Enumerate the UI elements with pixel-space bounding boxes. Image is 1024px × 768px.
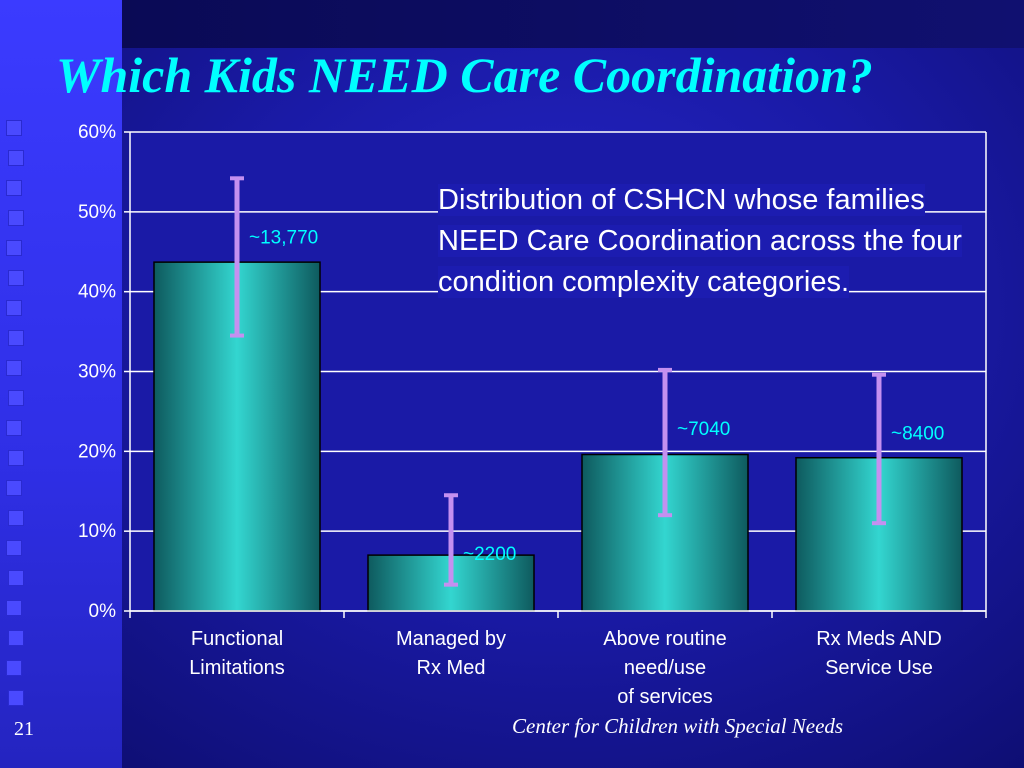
decorative-square — [8, 570, 24, 586]
x-tick-label: need/use — [624, 657, 706, 679]
x-tick-label: Managed by — [396, 628, 506, 650]
slide-title: Which Kids NEED Care Coordination? — [56, 47, 873, 103]
footer-text: Center for Children with Special Needs — [512, 714, 844, 738]
x-tick-label: Service Use — [825, 657, 933, 679]
decorative-square — [6, 540, 22, 556]
chart-description: Distribution of CSHCN whose families NEE… — [430, 180, 991, 303]
page-number: 21 — [14, 718, 34, 740]
x-tick-label: Rx Meds AND — [816, 628, 942, 650]
y-tick-label: 0% — [89, 601, 117, 622]
chart-description-text: Distribution of CSHCN whose families NEE… — [438, 184, 962, 298]
decorative-top-band — [122, 0, 1024, 48]
x-tick-label: of services — [617, 686, 713, 708]
decorative-square — [8, 510, 24, 526]
decorative-square — [6, 300, 22, 316]
data-label: ~13,770 — [249, 227, 318, 248]
decorative-square — [6, 420, 22, 436]
decorative-square — [6, 360, 22, 376]
x-tick-label: Rx Med — [417, 657, 486, 679]
x-tick-label: Functional — [191, 628, 283, 650]
decorative-square — [8, 210, 24, 226]
decorative-square — [8, 270, 24, 286]
decorative-square — [8, 690, 24, 706]
decorative-left-band — [0, 0, 122, 768]
decorative-square — [6, 480, 22, 496]
decorative-square — [8, 390, 24, 406]
y-tick-label: 50% — [78, 202, 116, 223]
y-tick-label: 60% — [78, 122, 116, 143]
decorative-squares — [0, 120, 36, 720]
decorative-square — [8, 150, 24, 166]
decorative-square — [8, 630, 24, 646]
x-tick-label: Above routine — [603, 628, 726, 650]
decorative-square — [6, 180, 22, 196]
decorative-square — [8, 330, 24, 346]
y-tick-label: 30% — [78, 362, 116, 383]
data-label: ~2200 — [463, 544, 516, 565]
decorative-square — [6, 600, 22, 616]
data-label: ~8400 — [891, 424, 944, 445]
x-tick-label: Limitations — [189, 657, 285, 679]
decorative-square — [6, 120, 22, 136]
y-tick-label: 10% — [78, 521, 116, 542]
y-tick-label: 40% — [78, 282, 116, 303]
y-tick-label: 20% — [78, 441, 116, 462]
decorative-square — [8, 450, 24, 466]
data-label: ~7040 — [677, 419, 730, 440]
decorative-square — [6, 240, 22, 256]
decorative-square — [6, 660, 22, 676]
